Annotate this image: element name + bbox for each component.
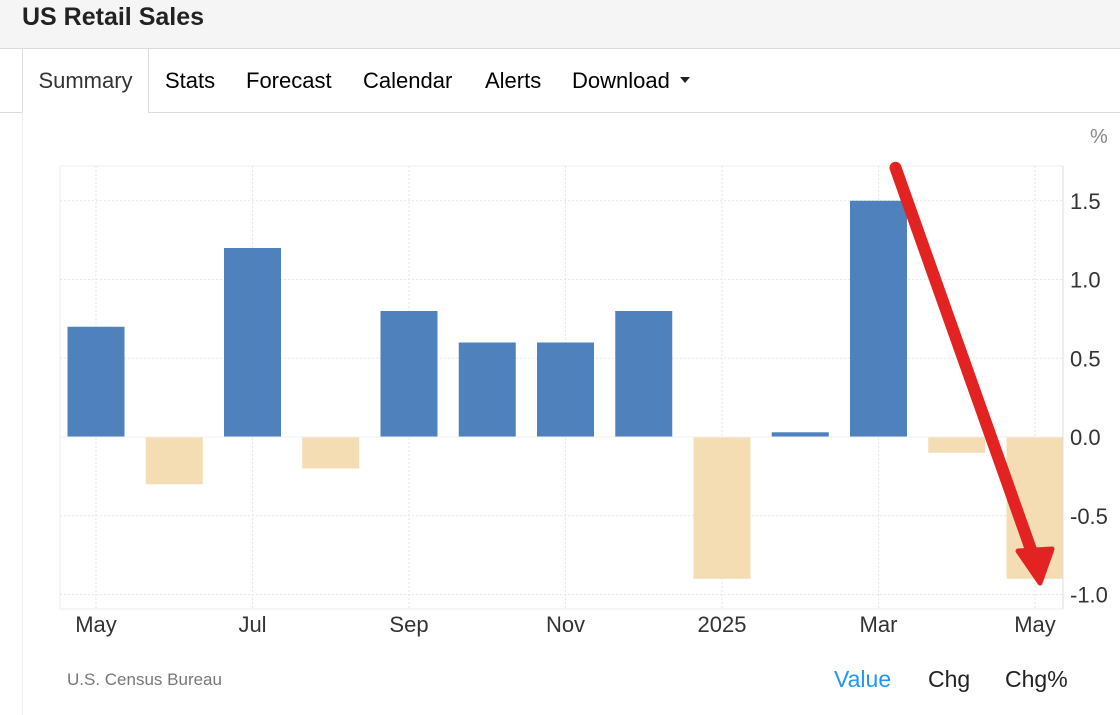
tab-calendar[interactable]: Calendar: [363, 68, 453, 93]
x-tick-label: Jul: [238, 612, 266, 637]
annotation-arrow-shaft: [889, 161, 1041, 567]
bar-chart: 1.5 1.0 0.5 0.0 -0.5 -1.0% May Jul Sep Nov 2025 Mar…: [59, 126, 1108, 637]
caret-down-icon: [679, 77, 690, 84]
tab-alerts[interactable]: Alerts: [485, 68, 542, 93]
bars: [67, 200, 1064, 579]
tab-summary[interactable]: Summary: [22, 49, 149, 113]
tab-download[interactable]: Download: [572, 49, 690, 112]
bar-apr-11: [928, 437, 986, 453]
annotation-arrow-head: [1015, 546, 1055, 586]
panel-border: [22, 112, 23, 715]
y-tick-label: 0.5: [1070, 346, 1101, 371]
bar-sep-4: [380, 311, 438, 437]
tab-download-label: Download: [572, 68, 670, 93]
tab-bar: Summary Stats Forecast Calendar Alerts D…: [0, 49, 1120, 113]
chg-mode-button[interactable]: Chg: [928, 666, 971, 692]
bar-jun-1: [145, 437, 203, 485]
y-tick-label: 1.0: [1070, 268, 1101, 293]
y-tick-label: 1.5: [1070, 189, 1101, 214]
x-tick-label: Sep: [389, 612, 428, 637]
bar-feb-9: [771, 432, 829, 437]
bar-nov-6: [537, 342, 594, 437]
y-unit-label: %: [1090, 126, 1108, 148]
bar-mar-10: [850, 200, 907, 437]
source-label: U.S. Census Bureau: [67, 670, 222, 689]
tab-stats[interactable]: Stats: [165, 68, 216, 93]
y-tick-label: -0.5: [1070, 504, 1108, 529]
header-bar: US Retail Sales: [0, 0, 1120, 49]
value-mode-button[interactable]: Value: [834, 666, 892, 692]
bar-may-0: [67, 326, 125, 437]
bar-oct-5: [458, 342, 516, 437]
y-tick-label: 0.0: [1070, 425, 1101, 450]
bar-jan-8: [693, 437, 751, 579]
tab-forecast[interactable]: Forecast: [246, 68, 332, 93]
x-tick-label: Mar: [860, 612, 898, 637]
chg-percent-mode-button[interactable]: Chg%: [1005, 666, 1068, 692]
y-tick-label: -1.0: [1070, 583, 1108, 608]
x-tick-label: May: [75, 612, 117, 637]
bar-jul-2: [224, 248, 281, 437]
annotation: [889, 161, 1055, 586]
bar-aug-3: [302, 437, 360, 469]
page-title: US Retail Sales: [22, 3, 205, 31]
axes: [60, 166, 1064, 609]
x-tick-label: May: [1014, 612, 1056, 637]
x-tick-label: 2025: [698, 612, 747, 637]
x-tick-label: Nov: [546, 612, 585, 637]
tick-labels: 1.5 1.0 0.5 0.0 -0.5 -1.0% May Jul Sep Nov 2025 Mar…: [75, 126, 1108, 637]
bar-dec-7: [615, 311, 673, 437]
